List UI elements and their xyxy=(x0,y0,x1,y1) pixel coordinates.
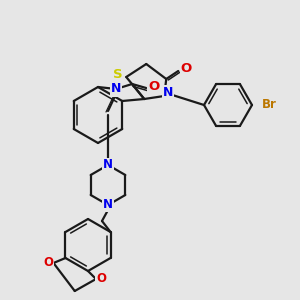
Text: O: O xyxy=(44,256,53,269)
Text: O: O xyxy=(181,61,192,74)
Text: N: N xyxy=(103,199,113,212)
Text: S: S xyxy=(113,68,123,80)
Text: N: N xyxy=(163,85,173,98)
Text: Br: Br xyxy=(262,98,276,112)
Text: O: O xyxy=(96,272,106,286)
Text: N: N xyxy=(111,82,121,95)
Text: O: O xyxy=(148,80,160,94)
Text: N: N xyxy=(103,158,113,172)
